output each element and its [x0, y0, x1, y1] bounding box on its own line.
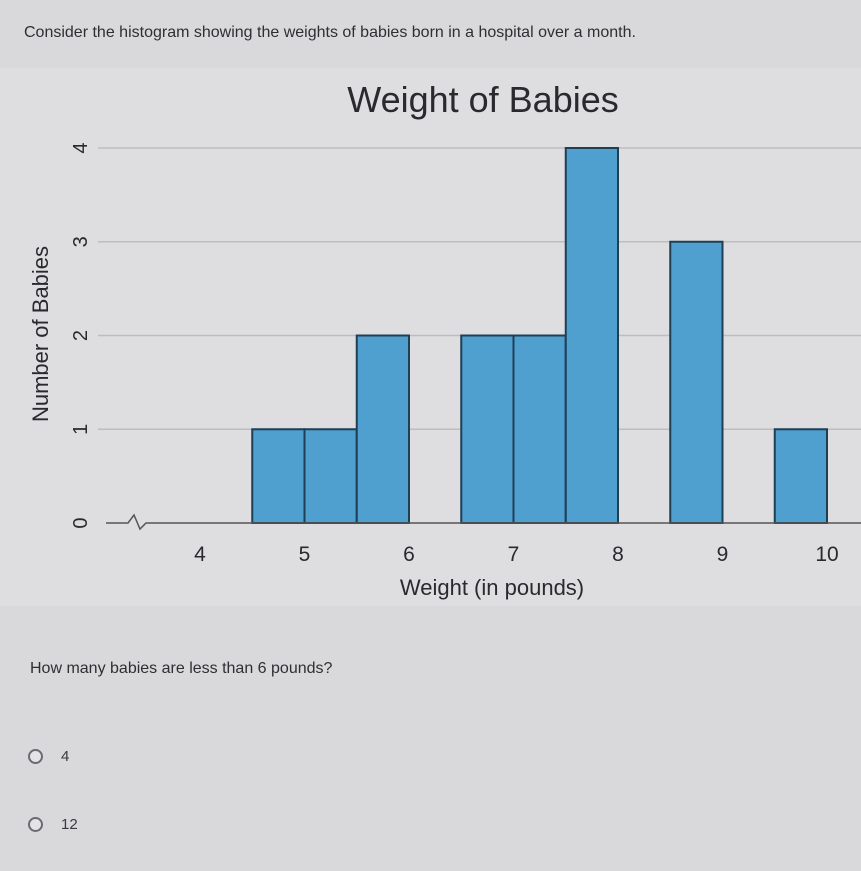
prompt-text: Consider the histogram showing the weigh…: [24, 24, 636, 41]
y-tick-label: 4: [70, 142, 92, 153]
bars: [251, 147, 828, 524]
histogram-card: Weight of Babies Weight (in pounds) Numb…: [0, 68, 861, 606]
x-tick-label: 6: [403, 543, 415, 566]
x-tick-label: 5: [299, 543, 311, 566]
x-tick-label: 9: [717, 543, 729, 566]
answer-option-label: 12: [61, 816, 78, 833]
histogram-bar: [460, 334, 515, 524]
radio-circle-icon[interactable]: [28, 817, 43, 832]
x-tick-label: 8: [612, 543, 624, 566]
histogram-chart: Weight of Babies Weight (in pounds) Numb…: [28, 79, 861, 600]
histogram-bar: [355, 334, 410, 524]
histogram-bar: [564, 147, 619, 524]
x-tick-label: 4: [194, 543, 206, 566]
histogram-bar: [512, 334, 567, 524]
y-tick-label: 3: [70, 236, 92, 247]
y-tick-label: 2: [70, 330, 92, 341]
chart-title: Weight of Babies: [347, 79, 619, 120]
histogram-bar: [251, 428, 306, 524]
y-tick-label: 0: [70, 517, 92, 528]
question-text: How many babies are less than 6 pounds?: [30, 660, 333, 677]
y-tick-label: 1: [70, 424, 92, 435]
histogram-bar: [773, 428, 828, 524]
answer-option-label: 4: [61, 748, 70, 765]
x-axis-label: Weight (in pounds): [400, 575, 584, 600]
x-axis-line-with-break: [106, 513, 861, 531]
histogram-bar: [669, 240, 724, 524]
answer-option-2[interactable]: 12: [28, 816, 78, 833]
answer-option-1[interactable]: 4: [28, 748, 69, 765]
y-axis-label: Number of Babies: [28, 246, 53, 422]
radio-circle-icon[interactable]: [28, 749, 43, 764]
x-tick-label: 10: [815, 543, 838, 566]
axes: 0 1 2 3 4 4 5 6 7 8 9 10: [70, 142, 861, 566]
histogram-bar: [303, 428, 358, 524]
x-tick-label: 7: [508, 543, 520, 566]
